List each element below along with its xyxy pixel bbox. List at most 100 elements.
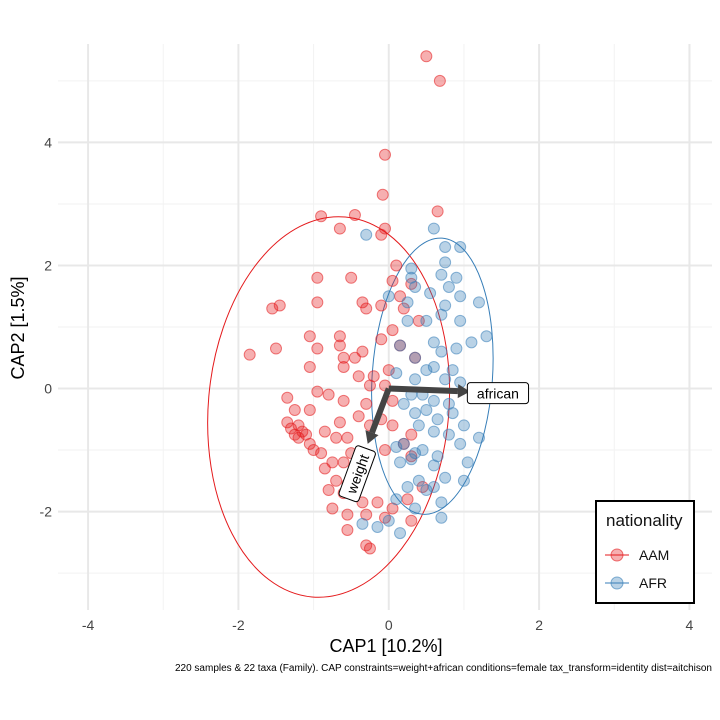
point-aam	[352, 370, 365, 383]
point-aam	[330, 431, 343, 444]
point-aam	[333, 330, 346, 343]
point-afr	[382, 514, 395, 527]
point-afr	[472, 296, 485, 309]
x-tick-label: -2	[232, 617, 245, 633]
x-tick-label: 4	[686, 617, 694, 633]
point-afr	[401, 314, 414, 327]
arrowhead-weight	[365, 430, 379, 444]
confidence-ellipses	[207, 216, 494, 598]
point-aam	[292, 431, 305, 444]
point-aam	[337, 456, 350, 469]
arrow-weight	[369, 387, 392, 434]
point-aam	[379, 148, 391, 161]
point-aam	[303, 360, 316, 373]
point-aam	[431, 205, 444, 218]
point-aam	[405, 514, 418, 527]
point-afr	[439, 373, 452, 386]
point-aam	[311, 271, 324, 284]
x-axis-title: CAP1 [10.2%]	[329, 636, 442, 656]
point-aam	[405, 428, 418, 441]
point-aam	[363, 379, 376, 392]
arrowhead-african	[457, 384, 470, 399]
point-afr	[457, 419, 470, 432]
y-tick-label: 2	[44, 257, 52, 273]
point-afr	[465, 336, 478, 349]
point-aam	[363, 542, 376, 555]
point-aam	[376, 188, 389, 201]
point-afr	[427, 222, 440, 235]
constraint-arrows: african weight	[338, 382, 530, 503]
point-aam	[333, 416, 346, 429]
y-tick-label: 4	[44, 134, 52, 150]
point-afr	[454, 290, 467, 303]
point-aam	[315, 447, 328, 460]
point-afr	[397, 397, 410, 410]
arrow-label-weight: weight	[338, 445, 376, 503]
point-aam	[307, 444, 320, 457]
point-aam	[300, 428, 313, 441]
point-afr	[435, 268, 448, 281]
plot-caption: 220 samples & 22 taxa (Family). CAP cons…	[174, 663, 712, 674]
arrow-label-box	[466, 382, 530, 405]
point-afr	[427, 425, 440, 438]
point-aam	[356, 496, 369, 509]
point-aam	[386, 324, 399, 337]
point-afr	[412, 474, 425, 487]
point-aam	[386, 419, 399, 432]
legend-key-afr	[605, 576, 629, 590]
point-afr	[409, 351, 422, 364]
point-afr	[382, 290, 395, 303]
point-aam	[337, 394, 350, 407]
point-afr	[405, 453, 418, 466]
point-afr	[435, 496, 448, 509]
point-afr	[457, 474, 470, 487]
point-aam	[341, 431, 354, 444]
point-aam	[285, 422, 298, 435]
point-aam	[433, 74, 446, 87]
point-aam	[379, 444, 391, 457]
y-tick-label: -2	[40, 504, 53, 520]
point-aam	[337, 360, 350, 373]
point-afr	[409, 281, 422, 294]
point-afr	[394, 527, 407, 540]
point-afr	[409, 447, 422, 460]
y-axis-title: CAP2 [1.5%]	[8, 276, 28, 379]
point-aam	[311, 342, 324, 355]
point-aam	[322, 388, 335, 401]
legend-label-afr: AFR	[639, 575, 667, 591]
legend-item-aam: AAM	[605, 544, 691, 566]
point-aam	[348, 351, 361, 364]
axis-ticks: -4 -2 0 2 4 -2 0 2 4	[40, 134, 694, 633]
point-afr	[427, 459, 440, 472]
point-aam	[375, 299, 388, 312]
point-aam	[333, 339, 346, 352]
point-afr	[454, 314, 467, 327]
point-aam	[345, 271, 358, 284]
point-aam	[401, 493, 414, 506]
y-tick-label: 0	[44, 381, 52, 397]
point-afr	[409, 373, 422, 386]
arrow-label-african: african	[466, 382, 530, 405]
legend-title: nationality	[606, 511, 683, 530]
point-aam	[360, 302, 373, 315]
point-aam	[420, 50, 433, 63]
point-afr	[427, 480, 440, 493]
arrow-label-box	[338, 445, 376, 503]
point-afr	[420, 484, 433, 497]
point-aam	[318, 425, 331, 438]
x-tick-label: 0	[385, 617, 393, 633]
legend-key-aam	[605, 548, 629, 562]
point-afr	[405, 262, 418, 275]
point-aam	[315, 210, 328, 223]
point-aam	[288, 404, 301, 417]
point-aam	[356, 296, 369, 309]
point-afr	[461, 456, 474, 469]
point-afr	[446, 407, 459, 420]
point-afr	[427, 336, 440, 349]
point-afr	[390, 493, 403, 506]
point-afr	[450, 271, 463, 284]
point-afr	[401, 296, 414, 309]
point-aam	[348, 209, 361, 222]
legend-label-aam: AAM	[639, 547, 670, 563]
point-aam	[270, 342, 282, 355]
